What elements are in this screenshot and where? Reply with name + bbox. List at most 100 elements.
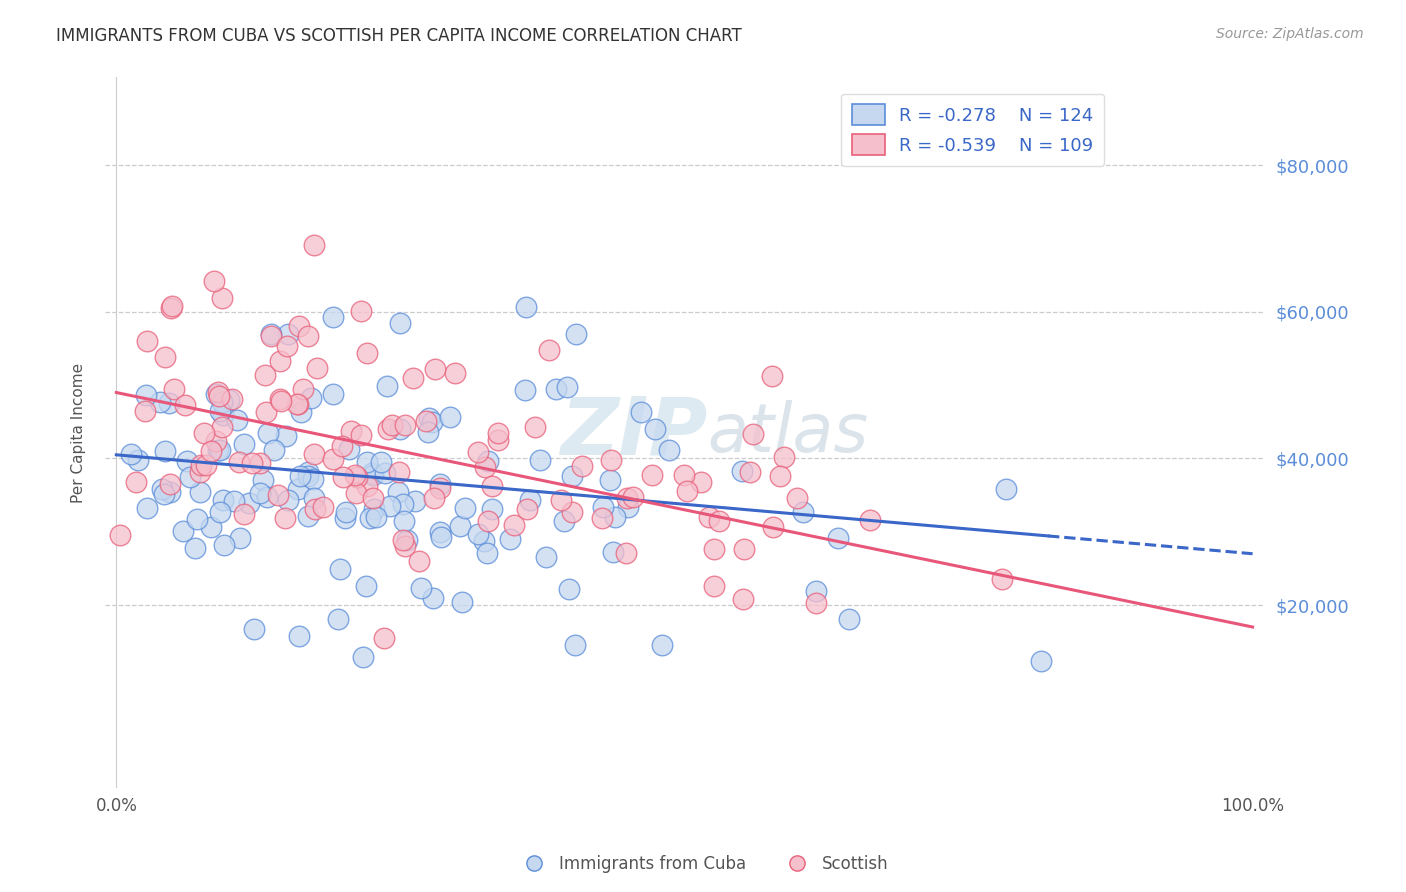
Point	[274, 428, 297, 442]
Point	[274, 510, 297, 524]
Point	[344, 467, 367, 482]
Point	[211, 420, 233, 434]
Point	[285, 397, 308, 411]
Point	[256, 490, 278, 504]
Point	[690, 475, 713, 489]
Point	[515, 300, 537, 314]
Point	[370, 455, 392, 469]
Point	[564, 638, 586, 652]
Point	[155, 443, 177, 458]
Point	[616, 500, 638, 515]
Point	[481, 501, 503, 516]
Point	[475, 546, 498, 560]
Point	[322, 310, 344, 324]
Point	[451, 594, 474, 608]
Point	[276, 339, 298, 353]
Point	[329, 562, 352, 576]
Point	[658, 443, 681, 458]
Point	[411, 581, 433, 595]
Point	[630, 405, 652, 419]
Point	[176, 454, 198, 468]
Legend: R = -0.278    N = 124, R = -0.539    N = 109: R = -0.278 N = 124, R = -0.539 N = 109	[841, 94, 1104, 166]
Point	[429, 477, 451, 491]
Point	[212, 493, 235, 508]
Point	[363, 468, 385, 483]
Point	[240, 456, 263, 470]
Point	[389, 422, 412, 436]
Point	[733, 591, 755, 606]
Point	[159, 476, 181, 491]
Point	[269, 392, 291, 406]
Point	[439, 409, 461, 424]
Point	[499, 533, 522, 547]
Point	[672, 468, 695, 483]
Point	[392, 514, 415, 528]
Point	[350, 304, 373, 318]
Point	[429, 524, 451, 539]
Point	[301, 391, 323, 405]
Point	[270, 394, 292, 409]
Point	[256, 426, 278, 441]
Point	[344, 486, 367, 500]
Point	[297, 329, 319, 343]
Point	[354, 579, 377, 593]
Point	[350, 428, 373, 442]
Point	[207, 443, 229, 458]
Point	[222, 494, 245, 508]
Point	[157, 396, 180, 410]
Point	[254, 368, 277, 382]
Point	[269, 353, 291, 368]
Point	[486, 425, 509, 440]
Point	[174, 399, 197, 413]
Point	[202, 275, 225, 289]
Point	[523, 420, 546, 434]
Point	[550, 492, 572, 507]
Point	[277, 493, 299, 508]
Point	[1029, 655, 1052, 669]
Point	[186, 512, 208, 526]
Point	[254, 405, 277, 419]
Point	[481, 479, 503, 493]
Point	[190, 458, 212, 473]
Point	[516, 501, 538, 516]
Point	[377, 422, 399, 436]
Point	[305, 360, 328, 375]
Point	[291, 383, 314, 397]
Point	[768, 469, 790, 483]
Point	[404, 494, 426, 508]
Legend: Immigrants from Cuba, Scottish: Immigrants from Cuba, Scottish	[512, 848, 894, 880]
Point	[204, 387, 226, 401]
Point	[422, 591, 444, 606]
Point	[149, 395, 172, 409]
Point	[356, 455, 378, 469]
Point	[322, 387, 344, 401]
Point	[208, 389, 231, 403]
Point	[740, 465, 762, 479]
Point	[733, 542, 755, 557]
Point	[209, 404, 232, 418]
Point	[560, 469, 582, 483]
Point	[288, 469, 311, 483]
Point	[373, 632, 395, 646]
Point	[454, 501, 477, 516]
Point	[200, 444, 222, 458]
Point	[290, 405, 312, 419]
Point	[558, 582, 581, 596]
Point	[486, 433, 509, 447]
Point	[387, 484, 409, 499]
Point	[212, 538, 235, 552]
Point	[153, 487, 176, 501]
Point	[616, 491, 638, 505]
Point	[477, 514, 499, 528]
Point	[375, 379, 398, 393]
Point	[402, 371, 425, 385]
Point	[651, 639, 673, 653]
Point	[707, 514, 730, 528]
Point	[125, 475, 148, 490]
Point	[209, 504, 232, 518]
Point	[134, 404, 156, 418]
Point	[229, 531, 252, 545]
Point	[208, 443, 231, 458]
Point	[356, 479, 378, 493]
Point	[249, 456, 271, 470]
